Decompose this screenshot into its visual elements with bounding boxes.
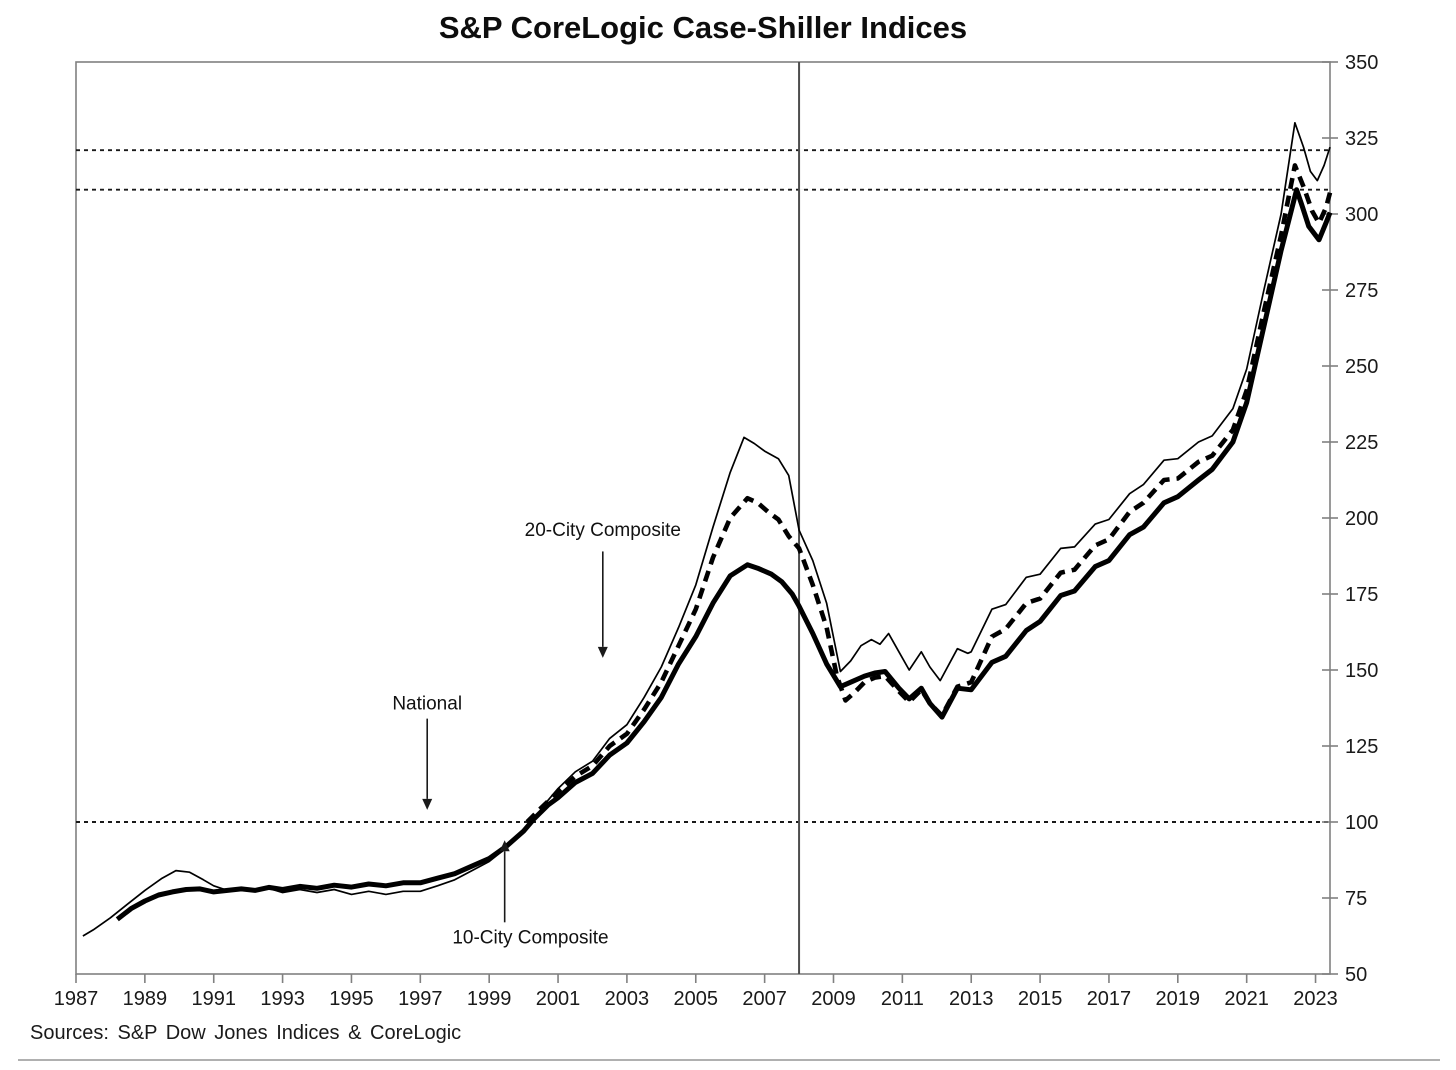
y-tick-label: 150 (1345, 660, 1378, 682)
x-tick-label: 2019 (1156, 988, 1201, 1010)
x-tick-label: 2009 (811, 988, 856, 1010)
series-line-national (115, 187, 1333, 922)
x-tick-label: 1993 (260, 988, 305, 1010)
y-tick-label: 125 (1345, 736, 1378, 758)
x-tick-label: 2003 (605, 988, 650, 1010)
y-tick-label: 275 (1345, 280, 1378, 302)
annotation-10-city-composite: 10-City Composite (452, 840, 609, 949)
annotation-arrow-head (499, 840, 510, 852)
annotation-national: National (392, 693, 462, 810)
series-line-10-city-composite (82, 121, 1331, 937)
y-tick-label: 175 (1345, 584, 1378, 606)
x-tick-label: 2007 (742, 988, 787, 1010)
y-tick-label: 50 (1345, 964, 1367, 986)
x-tick-label: 2011 (881, 988, 924, 1010)
annotation-arrow-head (422, 798, 433, 810)
x-axis: 1987 1989 1991 1993 1995 1997 1999 2001 2003 2005… (54, 974, 1338, 1010)
y-tick-label: 225 (1345, 432, 1378, 454)
source-note: Sources: S&P Dow Jones Indices & CoreLog… (30, 1022, 462, 1044)
x-tick-label: 2001 (536, 988, 581, 1010)
chart-title: S&P CoreLogic Case-Shiller Indices (438, 10, 968, 45)
x-tick-label: 2015 (1018, 988, 1063, 1010)
x-tick-label: 2021 (1224, 988, 1269, 1010)
y-tick-label: 100 (1345, 812, 1378, 834)
y-tick-label: 250 (1345, 356, 1378, 378)
y-axis: 50 75 100 125 150 175 200 225 250 275 300 325 350 (1322, 52, 1378, 986)
annotation-arrow-head (597, 646, 608, 658)
annotation-label: 20-City Composite (525, 520, 681, 541)
x-tick-label: 1991 (191, 988, 236, 1010)
bottom-separator (18, 1059, 1440, 1061)
x-tick-label: 2023 (1293, 988, 1338, 1010)
y-tick-label: 200 (1345, 508, 1378, 530)
y-tick-label: 325 (1345, 128, 1378, 150)
x-tick-label: 1987 (54, 988, 99, 1010)
x-tick-label: 1999 (467, 988, 512, 1010)
y-tick-label: 350 (1345, 52, 1378, 74)
x-tick-label: 1989 (123, 988, 168, 1010)
x-tick-label: 2013 (949, 988, 994, 1010)
annotation-label: National (392, 693, 462, 714)
y-tick-label: 300 (1345, 204, 1378, 226)
plot-border (75, 61, 1331, 975)
series-line-20-city-composite (525, 163, 1333, 824)
x-tick-label: 1997 (398, 988, 443, 1010)
x-tick-label: 1995 (329, 988, 374, 1010)
y-tick-label: 75 (1345, 888, 1367, 910)
x-tick-label: 2005 (674, 988, 719, 1010)
x-tick-label: 2017 (1087, 988, 1132, 1010)
annotation-label: 10-City Composite (452, 928, 608, 949)
annotation-20-city-composite: 20-City Composite (525, 520, 681, 658)
